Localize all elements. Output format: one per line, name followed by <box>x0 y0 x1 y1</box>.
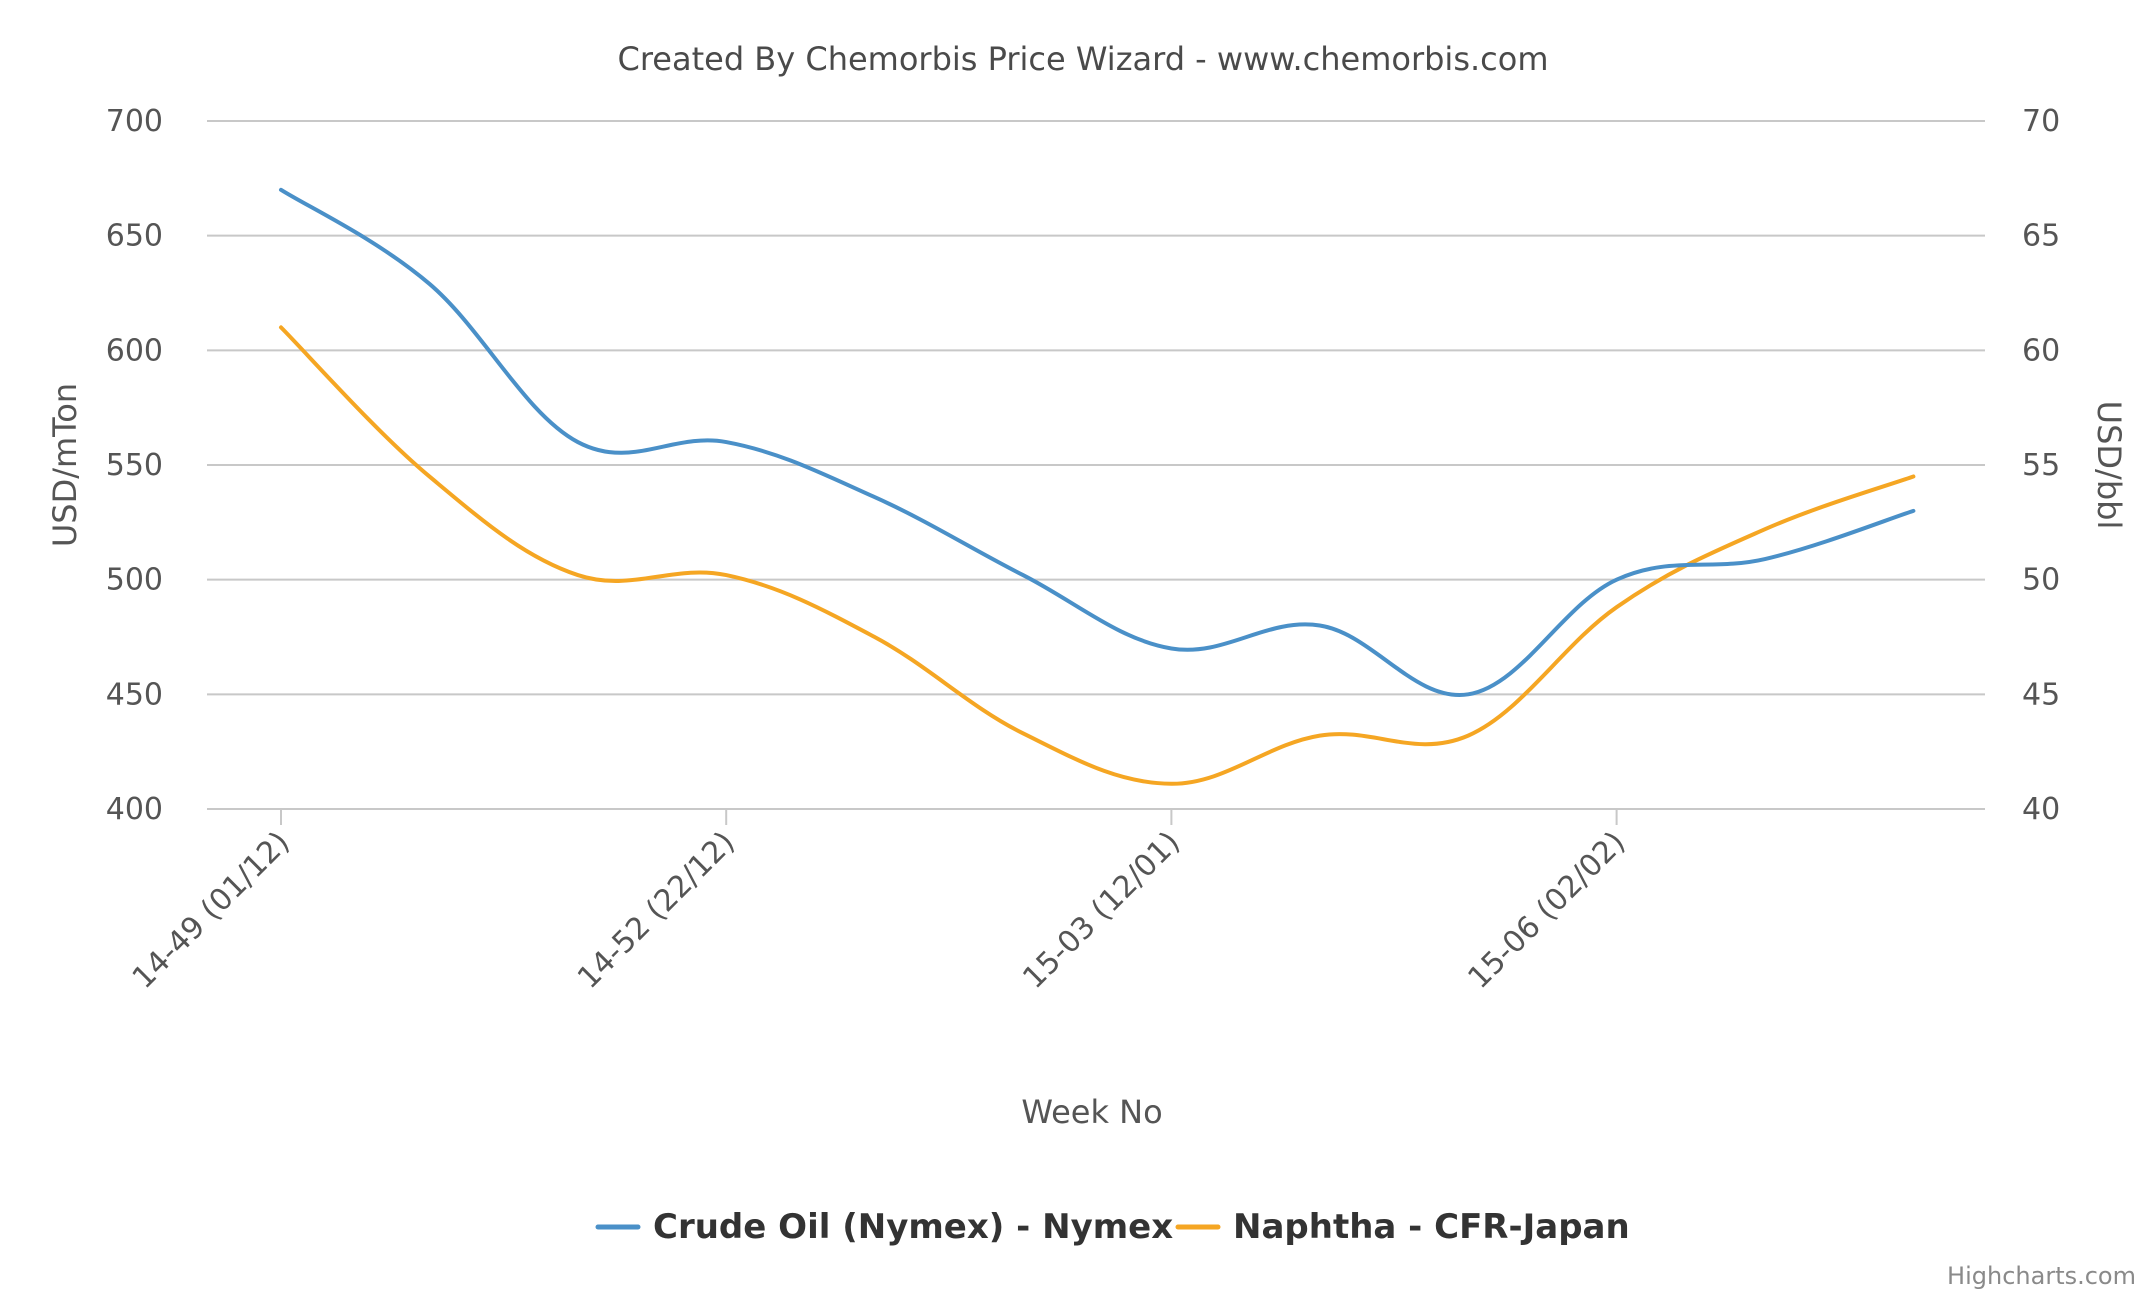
right-axis-title: USD/bbl <box>2090 401 2128 530</box>
left-tick-label: 600 <box>106 333 163 368</box>
x-axis-ticks: 14-49 (01/12) 14-52 (22/12) 15-03 (12/01) 1… <box>126 809 1632 996</box>
x-tick-label: 14-52 (22/12) <box>571 825 742 996</box>
right-tick-label: 55 <box>2022 448 2060 483</box>
credits-link[interactable]: Highcharts.com <box>1947 1262 2136 1290</box>
series-layer <box>279 187 1916 786</box>
gridlines <box>207 120 1985 810</box>
legend-label: Naphtha - CFR-Japan <box>1233 1207 1630 1247</box>
left-tick-label: 450 <box>106 677 163 712</box>
left-axis-ticks: 400 450 500 550 600 650 700 <box>106 104 163 827</box>
left-tick-label: 400 <box>106 792 163 827</box>
right-tick-label: 60 <box>2022 333 2060 368</box>
right-tick-label: 65 <box>2022 219 2060 254</box>
chart-title: Created By Chemorbis Price Wizard - www.… <box>617 40 1548 78</box>
x-tick-label: 15-06 (02/02) <box>1461 825 1632 996</box>
x-tick-label: 15-03 (12/01) <box>1016 825 1187 996</box>
left-axis-title: USD/mTon <box>46 383 84 547</box>
right-tick-label: 70 <box>2022 104 2060 139</box>
left-tick-label: 700 <box>106 104 163 139</box>
legend-item-naphtha[interactable]: Naphtha - CFR-Japan <box>1175 1207 1630 1247</box>
legend-label: Crude Oil (Nymex) - Nymex <box>653 1207 1173 1247</box>
left-tick-label: 500 <box>106 563 163 598</box>
x-axis-title: Week No <box>1021 1093 1162 1131</box>
right-axis-ticks: 40 45 50 55 60 65 70 <box>2022 104 2060 827</box>
left-tick-label: 650 <box>106 219 163 254</box>
right-tick-label: 45 <box>2022 677 2060 712</box>
right-tick-label: 40 <box>2022 792 2060 827</box>
legend[interactable]: Crude Oil (Nymex) - Nymex Naphtha - CFR-J… <box>595 1207 1630 1247</box>
right-tick-label: 50 <box>2022 563 2060 598</box>
legend-item-crude-oil[interactable]: Crude Oil (Nymex) - Nymex <box>595 1207 1173 1247</box>
series-line-crude-oil[interactable] <box>279 187 1916 697</box>
x-tick-label: 14-49 (01/12) <box>126 825 297 996</box>
left-tick-label: 550 <box>106 448 163 483</box>
series-line-naphtha[interactable] <box>279 325 1916 786</box>
